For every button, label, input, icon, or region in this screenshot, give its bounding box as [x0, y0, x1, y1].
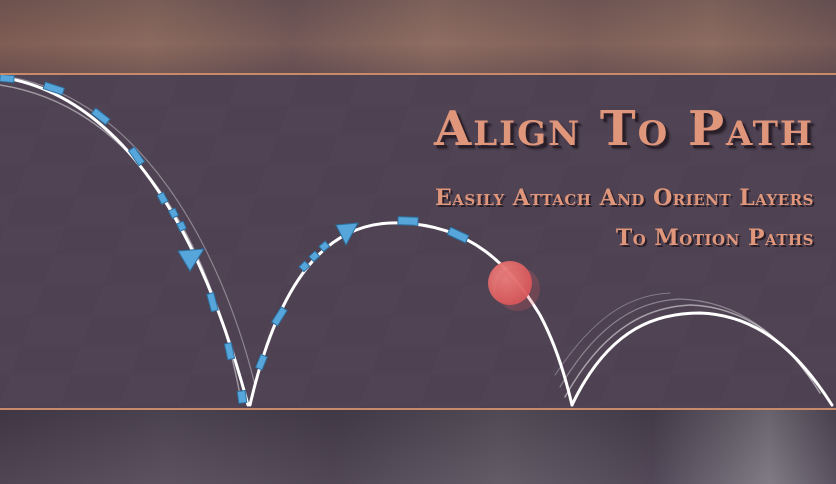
- blurred-background-bottom: [0, 410, 836, 484]
- banner-subtitle-line1: Easily Attach And Orient Layers: [434, 185, 814, 211]
- blurred-background-top: [0, 0, 836, 73]
- red-ball: [488, 261, 532, 305]
- banner-subtitle-line2: To Motion Paths: [615, 225, 814, 251]
- motion-trail-lines: [0, 75, 834, 407]
- checker-floor: [0, 75, 836, 408]
- path-markers: [0, 75, 470, 405]
- promo-banner: Align To Path Easily Attach And Orient L…: [0, 73, 836, 410]
- banner-artwork: [0, 75, 836, 408]
- path-arrows: [177, 222, 359, 272]
- banner-title: Align To Path: [434, 101, 814, 157]
